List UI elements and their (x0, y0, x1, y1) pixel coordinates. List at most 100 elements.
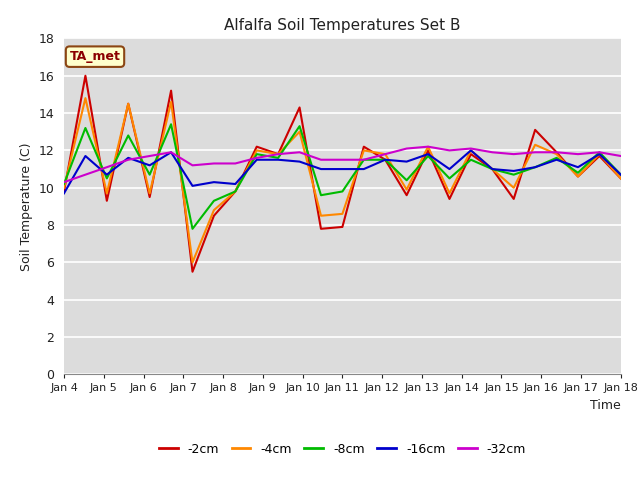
Title: Alfalfa Soil Temperatures Set B: Alfalfa Soil Temperatures Set B (224, 18, 461, 33)
-8cm (574, 170, 582, 176)
Line: -16cm: -16cm (64, 150, 621, 193)
-32cm (403, 145, 410, 151)
-4cm (617, 176, 625, 181)
-16cm (210, 179, 218, 185)
-8cm (275, 155, 282, 161)
-4cm (445, 191, 453, 196)
-2cm (103, 198, 111, 204)
-16cm (574, 164, 582, 170)
-4cm (253, 147, 260, 153)
-32cm (467, 145, 475, 151)
-2cm (275, 151, 282, 157)
-32cm (339, 157, 346, 163)
-32cm (488, 149, 496, 155)
-16cm (317, 166, 325, 172)
-32cm (531, 149, 539, 155)
-8cm (617, 172, 625, 178)
-8cm (167, 121, 175, 127)
-2cm (232, 189, 239, 194)
-4cm (339, 211, 346, 217)
-4cm (531, 142, 539, 148)
-8cm (103, 176, 111, 181)
-8cm (403, 178, 410, 183)
-8cm (317, 192, 325, 198)
-8cm (124, 132, 132, 138)
-4cm (167, 99, 175, 105)
-16cm (596, 151, 604, 157)
-16cm (146, 162, 154, 168)
-4cm (553, 151, 561, 157)
-2cm (210, 213, 218, 218)
-16cm (339, 166, 346, 172)
-2cm (424, 147, 432, 153)
-8cm (189, 226, 196, 232)
Text: TA_met: TA_met (70, 50, 120, 63)
-4cm (360, 147, 367, 153)
-16cm (445, 166, 453, 172)
-8cm (424, 153, 432, 159)
-4cm (232, 189, 239, 194)
-2cm (60, 189, 68, 194)
-8cm (510, 172, 518, 178)
-32cm (103, 164, 111, 170)
-8cm (531, 164, 539, 170)
-32cm (381, 151, 389, 157)
-32cm (424, 144, 432, 150)
-32cm (253, 155, 260, 161)
-16cm (124, 155, 132, 161)
-16cm (275, 157, 282, 163)
-16cm (531, 164, 539, 170)
-2cm (617, 176, 625, 181)
-16cm (81, 153, 89, 159)
-2cm (360, 144, 367, 150)
-4cm (275, 151, 282, 157)
Line: -4cm: -4cm (64, 98, 621, 263)
-2cm (317, 226, 325, 232)
-16cm (488, 166, 496, 172)
-16cm (167, 149, 175, 155)
-4cm (424, 144, 432, 150)
-4cm (381, 151, 389, 157)
-2cm (553, 149, 561, 155)
-16cm (189, 183, 196, 189)
-8cm (253, 151, 260, 157)
-8cm (381, 157, 389, 163)
-4cm (124, 101, 132, 107)
-32cm (210, 161, 218, 167)
Y-axis label: Soil Temperature (C): Soil Temperature (C) (20, 142, 33, 271)
-4cm (488, 166, 496, 172)
-4cm (317, 213, 325, 218)
Line: -8cm: -8cm (64, 124, 621, 229)
-32cm (574, 151, 582, 157)
-2cm (488, 166, 496, 172)
-4cm (189, 260, 196, 265)
-2cm (339, 224, 346, 230)
-2cm (574, 174, 582, 180)
-32cm (189, 162, 196, 168)
-2cm (596, 153, 604, 159)
-8cm (81, 125, 89, 131)
-8cm (360, 157, 367, 163)
-4cm (596, 151, 604, 157)
-8cm (488, 166, 496, 172)
-8cm (60, 181, 68, 187)
-16cm (510, 168, 518, 174)
-2cm (167, 88, 175, 94)
-16cm (553, 157, 561, 163)
-16cm (60, 191, 68, 196)
-2cm (531, 127, 539, 133)
X-axis label: Time: Time (590, 399, 621, 412)
-32cm (617, 153, 625, 159)
-8cm (596, 149, 604, 155)
-16cm (103, 172, 111, 178)
-32cm (146, 153, 154, 159)
Line: -2cm: -2cm (64, 76, 621, 272)
-4cm (146, 191, 154, 196)
-32cm (232, 161, 239, 167)
-32cm (275, 151, 282, 157)
-16cm (403, 159, 410, 165)
-2cm (467, 151, 475, 157)
-32cm (296, 149, 303, 155)
-32cm (445, 147, 453, 153)
-16cm (360, 166, 367, 172)
